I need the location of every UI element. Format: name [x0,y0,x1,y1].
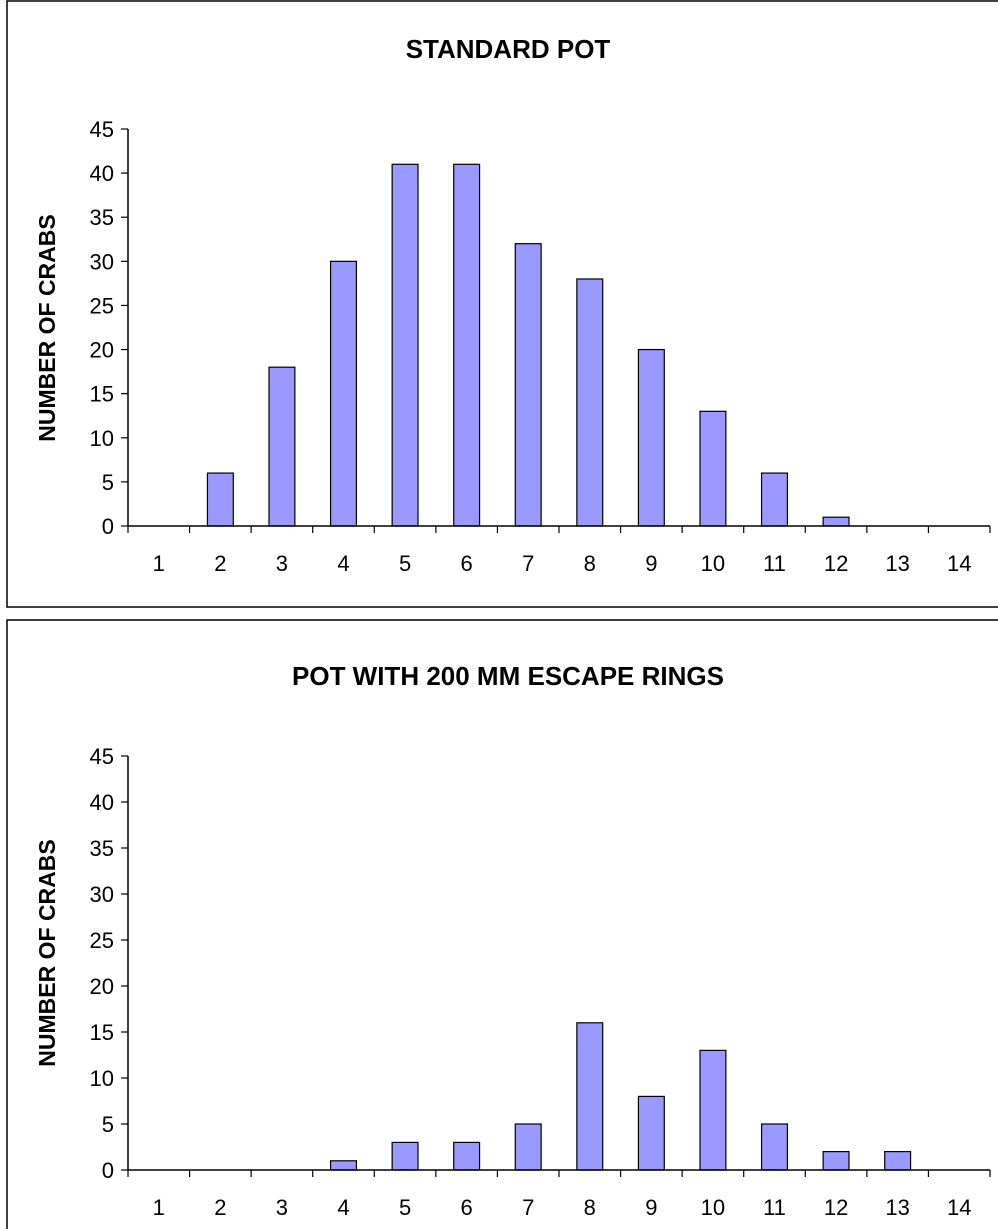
standard-pot-chart: STANDARD POT NUMBER OF CRABS 05101520253… [6,0,998,608]
bar-3 [268,366,296,527]
bar-11 [760,1123,789,1171]
bar-5 [391,163,419,527]
bar-8 [576,1022,604,1171]
x-tick-label: 3 [276,551,288,576]
x-tick-label: 6 [461,1195,473,1220]
bar-8 [576,278,604,527]
x-tick-label: 13 [885,1195,909,1220]
y-tick-label: 15 [90,382,114,407]
y-tick-label: 5 [102,470,114,495]
y-tick-label: 0 [102,514,114,539]
x-tick-label: 6 [461,551,473,576]
x-tick-label: 4 [337,1195,349,1220]
y-tick-label: 0 [102,1158,114,1183]
y-tick-label: 40 [90,161,114,186]
y-tick-label: 10 [90,1066,114,1091]
y-tick-label: 15 [90,1020,114,1045]
bar-7 [514,1123,542,1171]
chart-frame [6,619,998,1229]
bar-9 [637,1095,665,1171]
x-tick-label: 10 [701,1195,725,1220]
y-tick-label: 35 [90,205,114,230]
x-tick-label: 12 [824,551,848,576]
bar-9 [637,348,665,527]
x-tick-label: 2 [214,1195,226,1220]
y-tick-label: 40 [90,790,114,815]
x-tick-label: 9 [645,551,657,576]
x-tick-label: 14 [947,1195,971,1220]
x-tick-label: 7 [522,551,534,576]
bar-13 [884,1150,912,1171]
bar-12 [822,516,850,527]
y-tick-label: 45 [90,117,114,142]
bar-6 [453,163,481,527]
x-tick-label: 9 [645,1195,657,1220]
chart-frame [6,0,998,608]
x-tick-label: 10 [701,551,725,576]
chart-panel-standard-pot: STANDARD POT NUMBER OF CRABS 0 5 10 15 20 25 3… [0,0,998,609]
x-tick-label: 7 [522,1195,534,1220]
bar-5 [391,1141,419,1171]
x-tick-label: 8 [584,1195,596,1220]
bar-11 [760,472,789,527]
x-tick-label: 13 [885,551,909,576]
y-axis-label: NUMBER OF CRABS [34,839,60,1066]
x-tick-label: 2 [214,551,226,576]
bar-12 [822,1150,850,1171]
y-tick-label: 20 [90,974,114,999]
x-tick-label: 11 [763,1195,786,1220]
y-tick-label: 25 [90,928,114,953]
bar-10 [699,1049,727,1171]
x-tick-label: 12 [824,1195,848,1220]
bar-6 [453,1141,481,1171]
bar-4 [329,1160,358,1171]
x-tick-label: 1 [153,551,165,576]
y-tick-label: 35 [90,836,114,861]
escape-rings-pot-chart: POT WITH 200 MM ESCAPE RINGS NUMBER OF C… [6,619,998,1229]
chart-title: POT WITH 200 MM ESCAPE RINGS [292,661,724,691]
chart-panel-escape-rings-pot: POT WITH 200 MM ESCAPE RINGS NUMBER OF C… [0,619,998,1229]
x-tick-label: 5 [399,551,411,576]
bar-2 [206,472,234,527]
bar-4 [329,260,358,527]
y-tick-label: 30 [90,249,114,274]
bar-10 [699,410,727,527]
bar-7 [514,243,542,527]
y-tick-label: 30 [90,882,114,907]
y-tick-label: 10 [90,426,114,451]
x-tick-label: 5 [399,1195,411,1220]
y-tick-label: 45 [90,744,114,769]
x-tick-label: 4 [337,551,349,576]
chart-title: STANDARD POT [406,34,611,64]
y-tick-label: 25 [90,293,114,318]
x-tick-label: 3 [276,1195,288,1220]
x-tick-label: 8 [584,551,596,576]
x-tick-label: 14 [947,551,971,576]
x-tick-label: 1 [153,1195,165,1220]
x-tick-label: 11 [763,551,786,576]
y-axis-label: NUMBER OF CRABS [34,214,60,441]
y-tick-label: 5 [102,1112,114,1137]
y-tick-label: 20 [90,338,114,363]
